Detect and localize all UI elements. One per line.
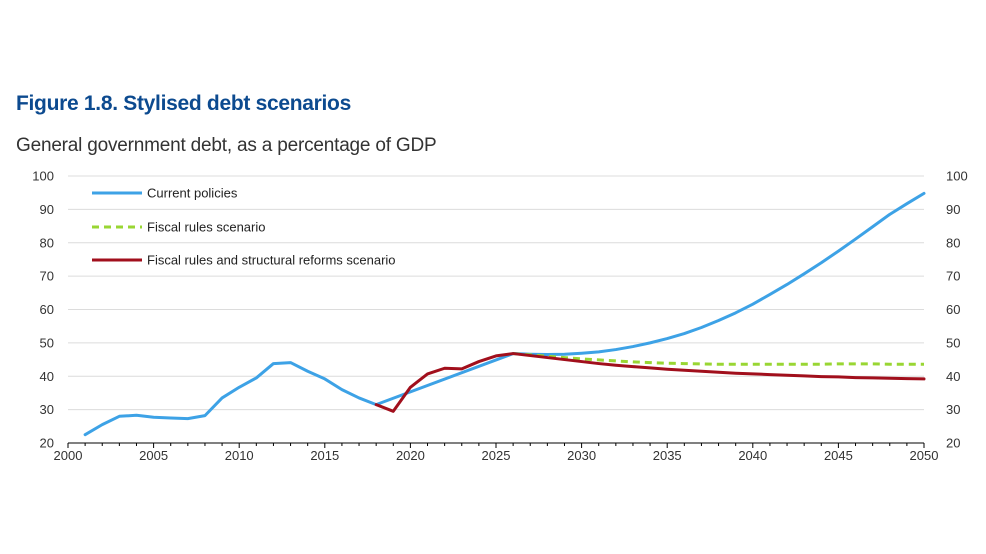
y-tick-label-right: 60	[946, 302, 960, 317]
y-tick-label-right: 100	[946, 169, 968, 184]
chart-title: Figure 1.8. Stylised debt scenarios	[16, 92, 351, 115]
legend-item-fiscal-rules-structural-reforms: Fiscal rules and structural reforms scen…	[147, 253, 396, 268]
series-line-fiscal-rules	[513, 352, 924, 366]
y-tick-label-right: 70	[946, 269, 960, 284]
x-tick-label: 2040	[738, 448, 767, 463]
y-tick-label-right: 20	[946, 436, 960, 451]
legend-item-current-policies: Current policies	[147, 186, 238, 201]
y-tick-label-right: 30	[946, 402, 960, 417]
legend-item-fiscal-rules: Fiscal rules scenario	[147, 220, 266, 235]
x-tick-label: 2000	[54, 448, 83, 463]
x-tick-label: 2045	[824, 448, 853, 463]
series-line-current-policies	[83, 191, 926, 437]
y-tick-label-right: 50	[946, 335, 960, 350]
chart-subtitle: General government debt, as a percentage…	[16, 135, 437, 156]
y-tick-label-left: 20	[40, 436, 54, 451]
x-tick-label: 2030	[567, 448, 596, 463]
y-tick-label-left: 30	[40, 402, 54, 417]
y-tick-label-left: 100	[32, 169, 54, 184]
y-tick-label-right: 40	[946, 369, 960, 384]
y-tick-label-right: 80	[946, 235, 960, 250]
y-tick-label-left: 60	[40, 302, 54, 317]
x-tick-label: 2015	[310, 448, 339, 463]
y-tick-label-left: 70	[40, 269, 54, 284]
legend: Current policies Fiscal rules scenario Fis…	[92, 186, 396, 268]
y-tick-label-left: 40	[40, 369, 54, 384]
series-line-fiscal-rules-structural-reforms	[374, 352, 926, 413]
series-lines	[83, 191, 926, 437]
y-tick-label-left: 90	[40, 202, 54, 217]
x-tick-label: 2010	[225, 448, 254, 463]
y-tick-label-left: 80	[40, 235, 54, 250]
y-tick-label-left: 50	[40, 335, 54, 350]
x-tick-label: 2005	[139, 448, 168, 463]
x-tick-label: 2020	[396, 448, 425, 463]
x-tick-label: 2035	[653, 448, 682, 463]
y-tick-label-right: 90	[946, 202, 960, 217]
x-tick-label: 2025	[482, 448, 511, 463]
x-tick-label: 2050	[910, 448, 939, 463]
